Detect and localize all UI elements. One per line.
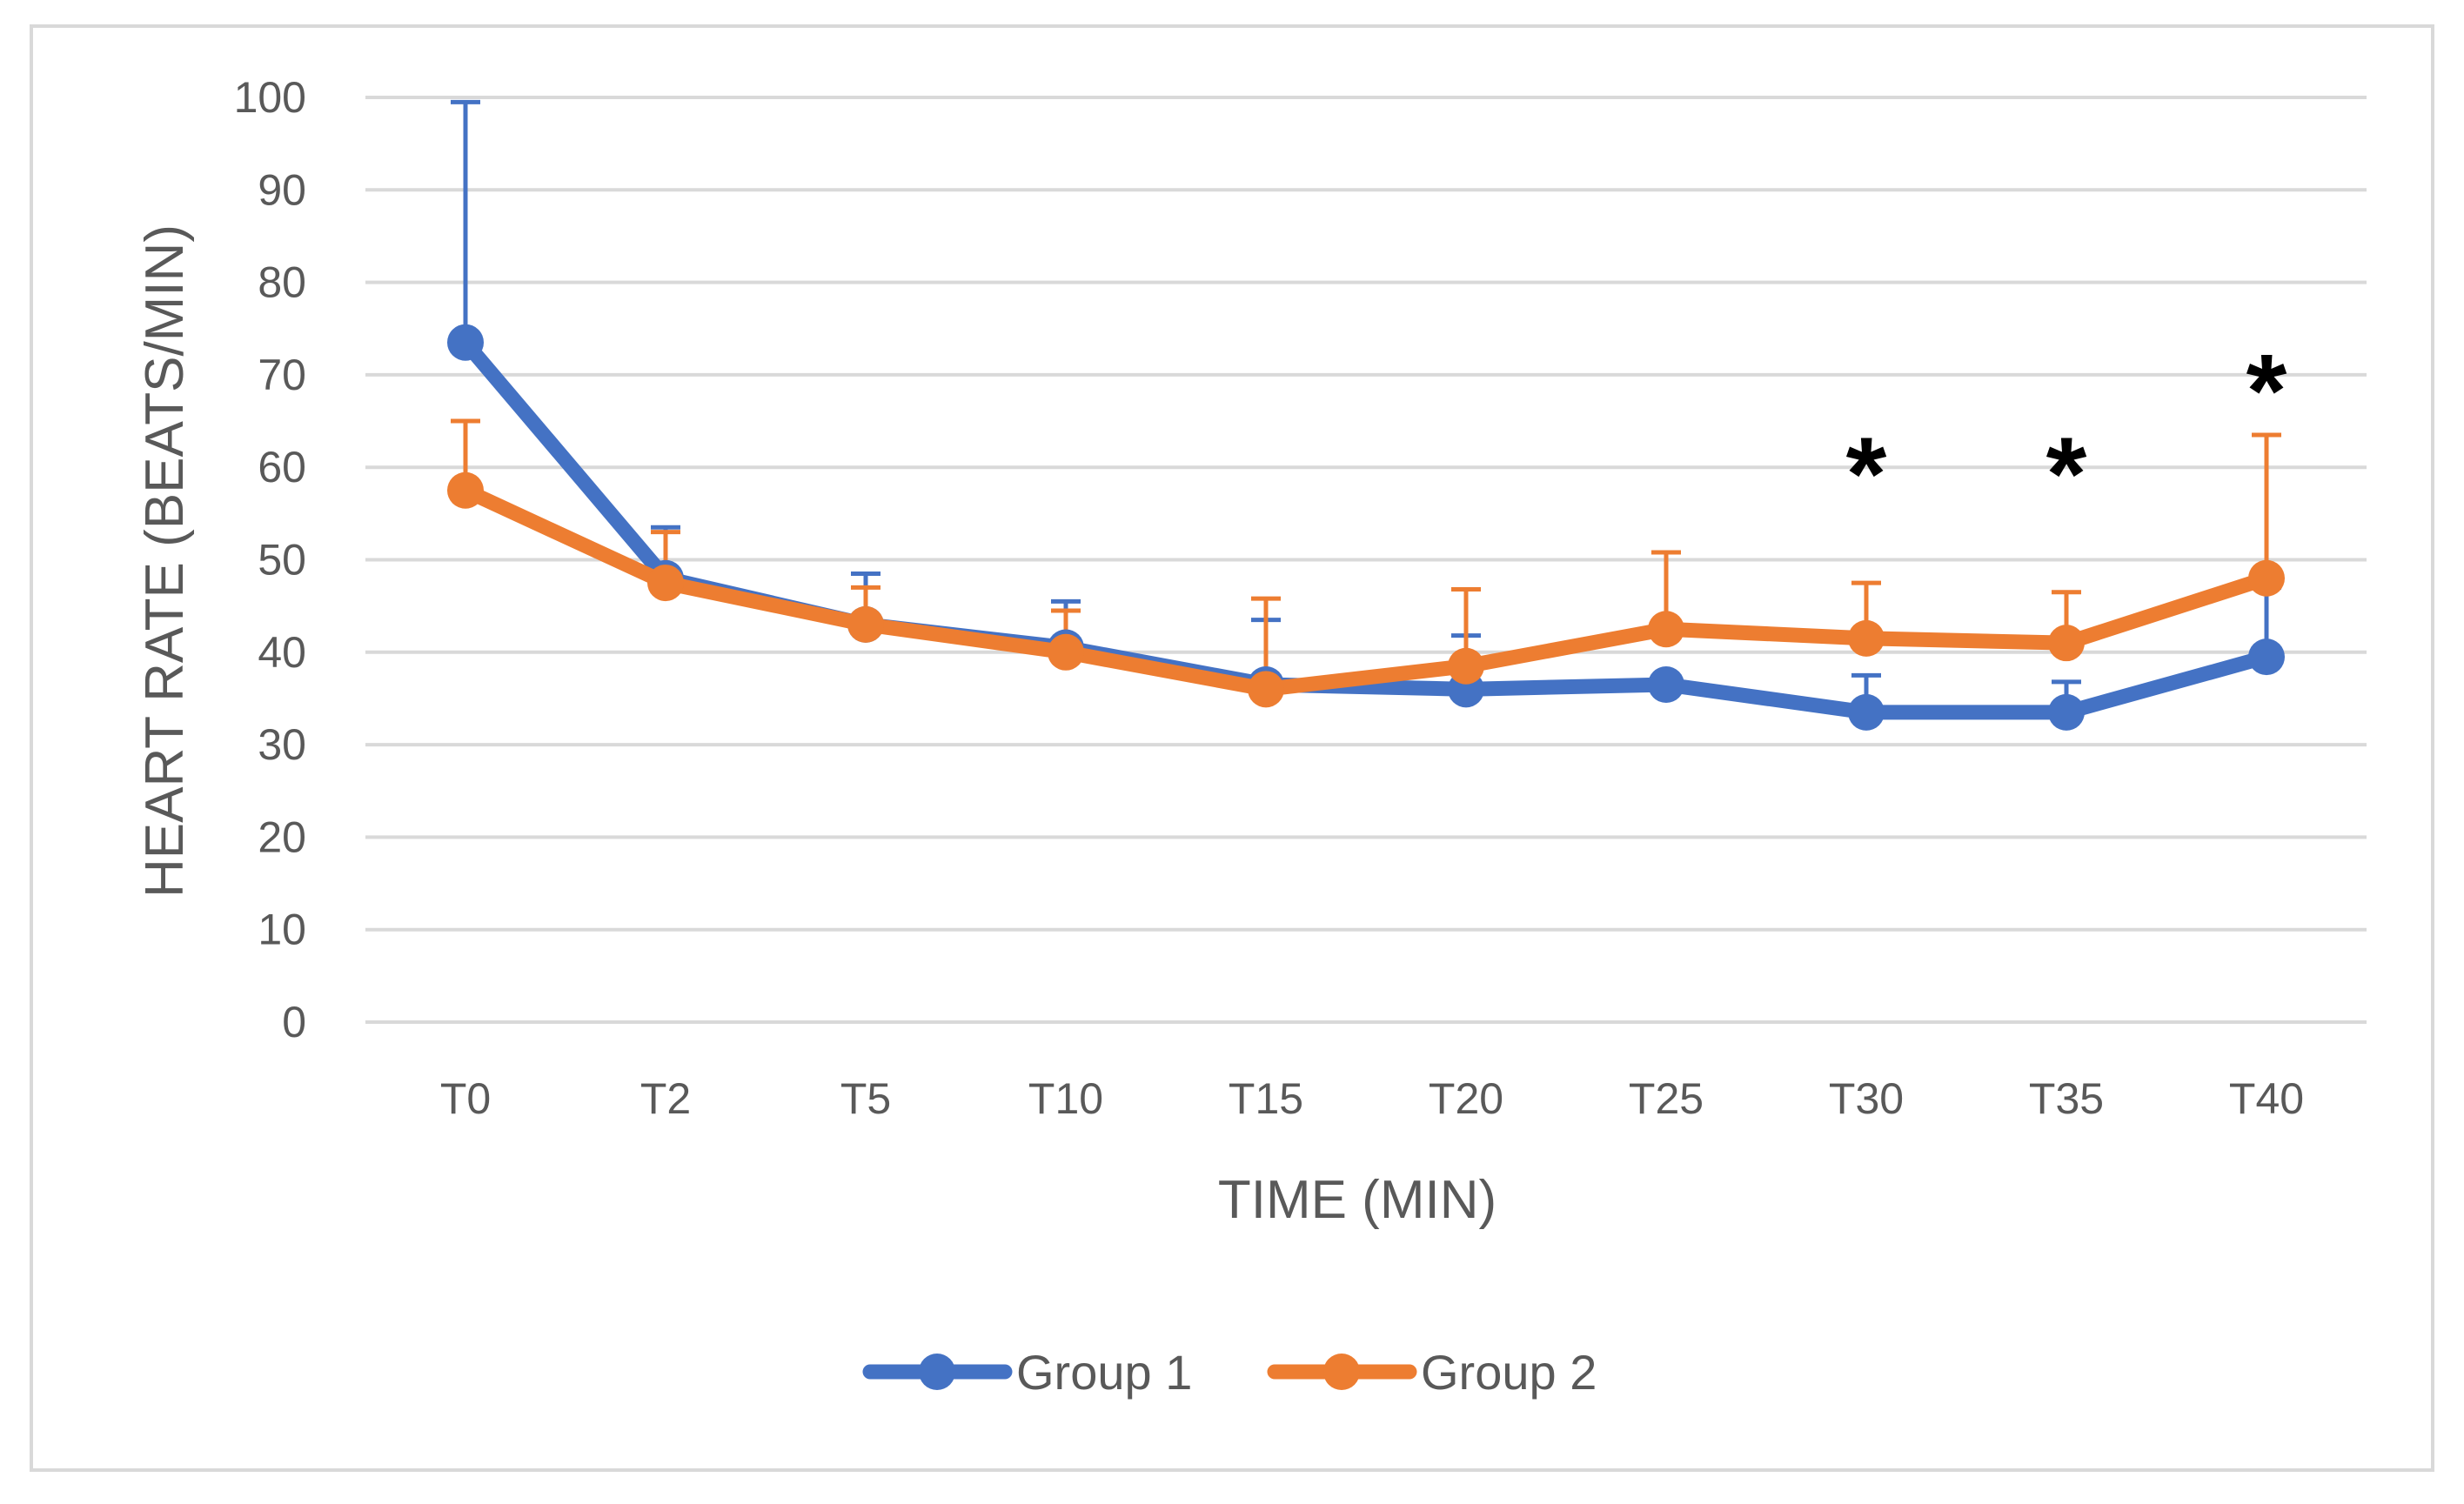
y-axis-title: HEART RATE (BEATS/MIN): [135, 224, 195, 898]
x-tick-label: T35: [2029, 1074, 2104, 1123]
x-axis-title: TIME (MIN): [1218, 1170, 1496, 1230]
y-tick-label: 10: [258, 906, 306, 954]
y-tick-labels: 0 10 20 30 40 50 60 70 80 90 100: [234, 73, 306, 1046]
data-point-group-2: [2048, 625, 2085, 662]
data-point-group-2: [1048, 633, 1084, 671]
x-tick-label: T20: [1429, 1074, 1503, 1123]
x-tick-label: T30: [1829, 1074, 1904, 1123]
y-tick-label: 40: [258, 628, 306, 677]
data-point-group-1: [1848, 693, 1885, 731]
significance-asterisk: *: [2246, 332, 2287, 449]
y-tick-label: 90: [258, 165, 306, 214]
data-point-group-1: [2048, 693, 2085, 731]
x-tick-label: T0: [440, 1074, 491, 1123]
y-tick-label: 60: [258, 443, 306, 491]
series-lines: [447, 324, 2285, 731]
data-point-group-2: [1448, 647, 1484, 685]
data-point-group-2: [447, 471, 484, 509]
x-tick-label: T2: [640, 1074, 691, 1123]
significance-markers: * * *: [1846, 332, 2287, 532]
x-tick-label: T15: [1229, 1074, 1303, 1123]
data-point-group-2: [1248, 671, 1284, 708]
data-point-group-2: [847, 605, 884, 643]
data-point-group-2: [2248, 559, 2285, 597]
data-point-group-1: [447, 324, 484, 361]
legend-marker-group-1: [919, 1354, 955, 1390]
legend-marker-group-2: [1323, 1354, 1360, 1390]
y-tick-label: 50: [258, 536, 306, 585]
y-tick-label: 100: [234, 73, 306, 122]
significance-asterisk: *: [2046, 416, 2087, 532]
data-point-group-1: [2248, 638, 2285, 676]
x-tick-label: T5: [840, 1074, 891, 1123]
legend-label-group-1: Group 1: [1016, 1345, 1192, 1400]
x-tick-labels: T0 T2 T5 T10 T15 T20 T25 T30 T35 T40: [440, 1074, 2304, 1123]
y-tick-label: 20: [258, 812, 306, 861]
data-point-group-2: [647, 565, 684, 602]
x-tick-label: T10: [1028, 1074, 1103, 1123]
y-tick-label: 80: [258, 258, 306, 307]
legend-label-group-2: Group 2: [1421, 1345, 1597, 1400]
data-point-group-1: [1648, 666, 1684, 704]
series-line-group-2: [458, 483, 2274, 697]
data-point-group-2: [1648, 611, 1684, 648]
y-tick-label: 30: [258, 720, 306, 769]
significance-asterisk: *: [1846, 416, 1887, 532]
gridlines: [365, 96, 2367, 1024]
x-tick-label: T25: [1629, 1074, 1704, 1123]
data-point-group-2: [1848, 619, 1885, 657]
x-tick-label: T40: [2229, 1074, 2304, 1123]
y-tick-label: 70: [258, 351, 306, 399]
legend: Group 1 Group 2: [862, 1345, 1597, 1400]
chart-border: [30, 24, 2434, 1472]
y-tick-label: 0: [282, 998, 306, 1046]
